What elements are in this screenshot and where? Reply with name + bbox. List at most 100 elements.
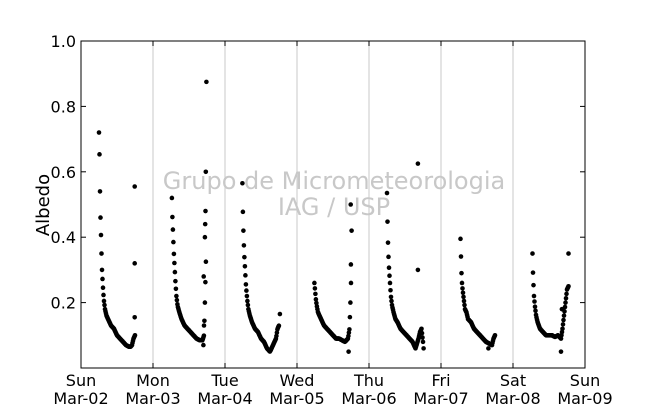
x-tick-label-day: Sat [500, 371, 526, 390]
x-tick-label-date: Mar-05 [269, 389, 324, 408]
data-point [387, 280, 393, 286]
data-point [415, 161, 421, 166]
data-point [201, 333, 207, 338]
plot-frame [80, 40, 586, 369]
data-point [566, 251, 571, 256]
data-point [347, 327, 352, 332]
data-point [101, 298, 107, 304]
data-point [202, 234, 208, 240]
x-tick-label-day: Mon [136, 371, 170, 390]
data-point [99, 267, 105, 273]
data-point [566, 283, 571, 289]
data-point [132, 333, 138, 338]
data-point [532, 299, 537, 304]
data-point [202, 221, 208, 227]
watermark-line-2: IAG / USP [278, 193, 390, 221]
data-point [242, 254, 247, 260]
x-tick-label-date: Mar-08 [485, 389, 540, 408]
data-point [240, 209, 246, 215]
y-axis-ticks: 0.2 0.4 0.6 0.8 1.0 [51, 32, 585, 313]
data-points [96, 79, 571, 354]
data-point [245, 302, 251, 308]
data-point [241, 243, 247, 248]
data-point [460, 286, 465, 291]
data-point [203, 279, 208, 285]
data-point [559, 306, 565, 312]
data-point [558, 349, 564, 354]
data-point [385, 240, 391, 245]
data-point [346, 349, 351, 354]
data-point [388, 294, 394, 300]
x-tick-label-day: Sun [66, 371, 96, 390]
data-point [172, 260, 177, 266]
data-point [97, 189, 103, 194]
data-point [203, 208, 208, 214]
data-point [419, 326, 424, 332]
data-point [384, 190, 390, 196]
data-point [486, 346, 491, 351]
data-point [421, 346, 426, 351]
data-point [533, 308, 538, 314]
data-point [312, 280, 317, 286]
x-tick-label-day: Fri [431, 371, 450, 390]
data-point [276, 323, 282, 329]
data-point [386, 265, 392, 271]
data-point [532, 304, 538, 309]
data-point [458, 254, 464, 259]
data-point [98, 232, 104, 238]
data-point [240, 180, 245, 186]
data-point [101, 292, 106, 298]
data-point [314, 300, 319, 306]
data-point [201, 274, 206, 279]
x-tick-label-date: Mar-03 [125, 389, 180, 408]
x-tick-label-day: Tue [210, 371, 238, 390]
x-tick-label-date: Mar-02 [53, 389, 108, 408]
data-point [169, 195, 175, 201]
data-point [204, 79, 209, 85]
data-point [531, 282, 536, 288]
data-point [170, 227, 176, 232]
data-point [172, 269, 178, 275]
x-tick-label-date: Mar-07 [413, 389, 468, 408]
data-point [312, 286, 318, 291]
data-point [458, 236, 463, 242]
y-tick-label: 0.6 [51, 163, 76, 182]
data-point [100, 285, 106, 291]
x-axis-ticks: SunMar-02MonMar-03TueMar-04WedMar-05ThuM… [53, 41, 613, 408]
data-point [132, 261, 137, 266]
data-point [348, 300, 353, 305]
data-point [560, 326, 565, 332]
data-point [202, 300, 208, 305]
data-point [102, 302, 107, 308]
data-point [242, 263, 248, 269]
data-point [530, 251, 535, 256]
y-axis-label: Albedo [33, 174, 54, 236]
data-point [203, 259, 209, 265]
data-point [561, 317, 566, 323]
data-point [277, 311, 283, 317]
data-point [174, 293, 179, 299]
data-point [241, 228, 246, 233]
data-point [201, 342, 206, 348]
data-point [245, 298, 250, 304]
data-point [349, 228, 354, 233]
data-point [461, 294, 466, 300]
vertical-gridlines [152, 41, 514, 368]
data-point [313, 291, 318, 297]
x-tick-label-day: Sun [570, 371, 600, 390]
data-point [173, 286, 179, 292]
data-point [348, 202, 354, 207]
data-point [170, 214, 175, 220]
data-point [243, 282, 249, 287]
data-point [563, 295, 569, 301]
data-point [174, 297, 180, 303]
data-point [563, 300, 568, 305]
x-tick-label-day: Wed [280, 371, 315, 390]
x-tick-label-date: Mar-06 [341, 389, 396, 408]
data-point [560, 322, 566, 327]
data-point [389, 298, 394, 304]
data-point [530, 270, 536, 275]
data-point [347, 314, 353, 320]
y-tick-label: 0.8 [51, 97, 76, 116]
